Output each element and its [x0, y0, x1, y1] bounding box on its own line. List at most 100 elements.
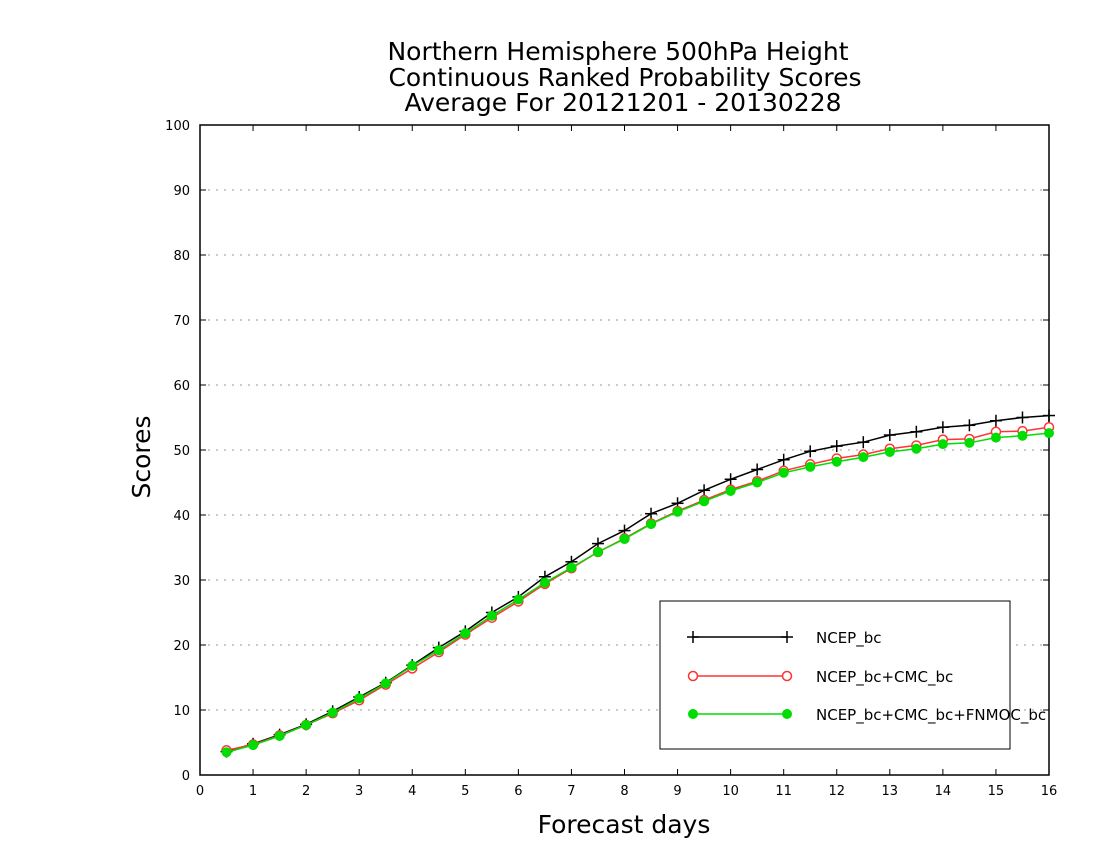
title-line-2: Continuous Ranked Probability Scores — [388, 63, 861, 92]
data-point — [380, 678, 391, 689]
y-tick-label: 80 — [173, 249, 190, 264]
data-point — [858, 452, 869, 463]
x-tick-label: 4 — [408, 784, 416, 799]
data-point — [752, 477, 763, 488]
data-point — [327, 707, 338, 718]
y-tick-label: 100 — [165, 119, 190, 134]
series-2 — [221, 428, 1054, 758]
data-point — [433, 645, 444, 656]
data-point — [698, 484, 711, 497]
legend-label: NCEP_bc+CMC_bc — [816, 668, 953, 687]
title-line-1: Northern Hemisphere 500hPa Height — [387, 37, 848, 66]
chart-title: Northern Hemisphere 500hPa Height Contin… — [387, 37, 861, 117]
data-point — [777, 453, 790, 466]
y-axis: 0 10 20 30 40 50 60 70 80 90 100 — [165, 119, 1049, 784]
data-point — [884, 446, 895, 457]
legend-entry: NCEP_bc+CMC_bc — [687, 668, 953, 687]
data-point — [354, 693, 365, 704]
x-tick-label: 14 — [935, 784, 952, 799]
title-line-3: Average For 20121201 - 20130228 — [404, 88, 841, 117]
legend: NCEP_bc NCEP_bc+CMC_bc NCEP_bc+CMC_bc+FNMO… — [659, 600, 1046, 750]
data-point — [539, 577, 550, 588]
data-point — [687, 631, 699, 643]
data-point — [781, 631, 793, 643]
data-point — [830, 440, 843, 453]
data-point — [645, 507, 658, 520]
x-tick-label: 10 — [722, 784, 739, 799]
y-axis-title: Scores — [127, 415, 156, 498]
data-point — [883, 429, 896, 442]
data-point — [688, 709, 698, 719]
x-tick-label: 12 — [828, 784, 845, 799]
legend-label: NCEP_bc+CMC_bc+FNMOC_bc — [816, 706, 1046, 725]
data-point — [990, 432, 1001, 443]
data-point — [1017, 430, 1028, 441]
data-point — [407, 660, 418, 671]
data-point — [911, 443, 922, 454]
data-point — [1044, 428, 1054, 439]
data-point — [687, 670, 699, 682]
x-tick-label: 15 — [988, 784, 1005, 799]
x-tick-label: 0 — [196, 784, 204, 799]
data-point — [937, 439, 948, 450]
series-layer — [220, 409, 1055, 758]
y-tick-label: 50 — [173, 444, 190, 459]
data-point — [221, 747, 232, 758]
data-point — [672, 506, 683, 517]
x-tick-label: 1 — [249, 784, 257, 799]
x-tick-label: 5 — [461, 784, 469, 799]
data-point — [804, 445, 817, 458]
x-axis-title: Forecast days — [538, 810, 711, 839]
y-tick-label: 0 — [182, 769, 190, 784]
data-point — [910, 425, 923, 438]
data-point — [724, 473, 737, 486]
data-point — [725, 485, 736, 496]
data-point — [963, 419, 976, 432]
x-tick-label: 11 — [775, 784, 792, 799]
y-tick-label: 90 — [173, 184, 190, 199]
data-point — [699, 496, 710, 507]
data-point — [301, 719, 312, 730]
data-point — [274, 731, 285, 741]
gridlines — [200, 189, 1049, 711]
y-tick-label: 20 — [173, 639, 190, 654]
data-point — [805, 461, 816, 472]
x-tick-label: 3 — [355, 784, 363, 799]
x-tick-label: 2 — [302, 784, 310, 799]
data-point — [1016, 411, 1029, 424]
y-tick-label: 40 — [173, 509, 190, 524]
data-point — [619, 534, 630, 545]
data-point — [248, 740, 259, 751]
legend-entry: NCEP_bc+CMC_bc+FNMOC_bc — [688, 706, 1046, 725]
x-tick-label: 7 — [567, 784, 575, 799]
data-point — [592, 547, 603, 558]
data-point — [778, 467, 789, 478]
x-tick-label: 6 — [514, 784, 522, 799]
data-point — [989, 414, 1002, 427]
data-point — [486, 610, 497, 621]
data-point — [781, 670, 793, 682]
data-point — [1043, 409, 1055, 422]
y-tick-label: 60 — [173, 379, 190, 394]
x-axis: 0 1 2 3 4 5 6 7 8 9 10 11 12 13 14 15 16 — [196, 125, 1057, 799]
data-point — [782, 709, 792, 719]
x-tick-label: 16 — [1041, 784, 1058, 799]
x-tick-label: 9 — [673, 784, 681, 799]
data-point — [857, 436, 870, 449]
legend-label: NCEP_bc — [816, 629, 882, 648]
data-point — [513, 594, 524, 605]
x-tick-label: 8 — [620, 784, 628, 799]
data-point — [460, 628, 471, 639]
y-tick-label: 10 — [173, 704, 190, 719]
data-point — [566, 562, 577, 573]
legend-box — [659, 600, 1011, 750]
y-tick-label: 30 — [173, 574, 190, 589]
x-tick-label: 13 — [882, 784, 899, 799]
legend-entry: NCEP_bc — [687, 629, 882, 648]
data-point — [936, 421, 949, 434]
y-tick-label: 70 — [173, 314, 190, 329]
data-point — [646, 519, 657, 530]
data-point — [964, 437, 975, 448]
data-point — [751, 463, 764, 476]
